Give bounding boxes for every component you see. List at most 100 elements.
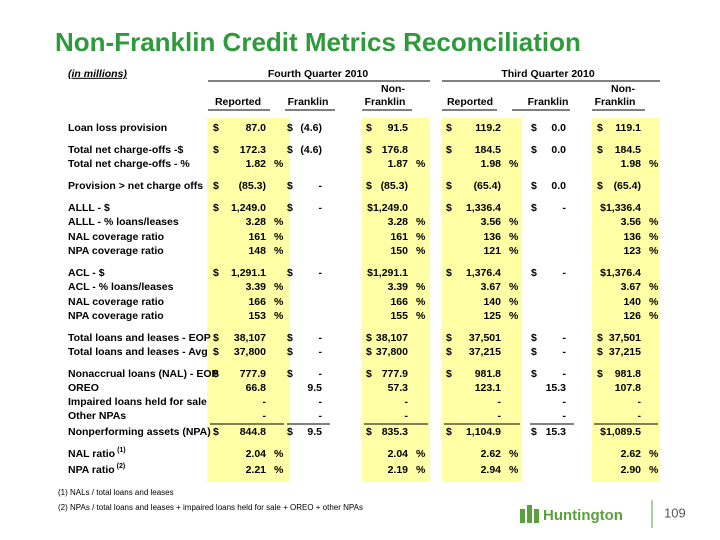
- cell: $: [366, 180, 372, 192]
- cell: 37,215: [469, 346, 501, 358]
- cell: 37,501: [609, 332, 641, 344]
- cell: %: [416, 448, 426, 460]
- cell: $: [287, 332, 293, 344]
- cell: $: [531, 144, 537, 156]
- cell: %: [649, 158, 659, 170]
- row-label: ACL - $: [68, 267, 105, 279]
- cell: $: [531, 180, 537, 192]
- cell: 91.5: [388, 122, 409, 134]
- cell: 15.3: [546, 426, 567, 438]
- row-label: ACL - % loans/leases: [68, 281, 174, 293]
- cell: 1,249.0: [231, 202, 266, 214]
- cell: $: [366, 346, 372, 358]
- cell: $: [446, 202, 452, 214]
- footnote: (2) NPAs / total loans and leases + impa…: [58, 503, 363, 512]
- cell: 125: [483, 310, 501, 322]
- cell: %: [509, 245, 519, 257]
- cell: 166: [248, 296, 266, 308]
- cell: 126: [623, 310, 641, 322]
- cell: %: [649, 216, 659, 228]
- cell: 1,376.4: [466, 267, 501, 279]
- cell: $: [531, 346, 537, 358]
- column-header: Franklin: [365, 96, 406, 108]
- slide-title: Non-Franklin Credit Metrics Reconciliati…: [55, 27, 581, 57]
- cell: 155: [390, 310, 408, 322]
- cell: %: [649, 448, 659, 460]
- cell: %: [274, 448, 284, 460]
- cell: $: [446, 368, 452, 380]
- cell: $: [366, 368, 372, 380]
- cell: 161: [390, 231, 408, 243]
- cell: $: [366, 144, 372, 156]
- row-label: Nonaccrual loans (NAL) - EOP: [68, 368, 219, 380]
- cell: %: [274, 296, 284, 308]
- cell: %: [416, 245, 426, 257]
- row-label: NPA coverage ratio: [68, 310, 164, 322]
- units-note: (in millions): [68, 68, 127, 80]
- cell: 119.1: [615, 122, 641, 134]
- cell: $: [446, 346, 452, 358]
- cell: %: [509, 296, 519, 308]
- cell: %: [649, 310, 659, 322]
- cell: -: [319, 180, 323, 192]
- cell: $1,336.4: [600, 202, 641, 214]
- cell: (4.6): [300, 122, 322, 134]
- cell: $: [213, 267, 219, 279]
- cell: 1,336.4: [466, 202, 501, 214]
- cell: %: [509, 464, 519, 476]
- cell: $1,376.4: [600, 267, 641, 279]
- cell: %: [416, 158, 426, 170]
- cell: %: [274, 281, 284, 293]
- cell: 835.3: [382, 426, 408, 438]
- cell: 0.0: [551, 180, 566, 192]
- footnote-ref: (1): [117, 447, 126, 454]
- row-label: Other NPAs: [68, 410, 126, 422]
- cell: $: [446, 332, 452, 344]
- row-label: NPA coverage ratio: [68, 245, 164, 257]
- cell: 136: [623, 231, 641, 243]
- cell: %: [649, 281, 659, 293]
- cell: %: [416, 281, 426, 293]
- cell: 9.5: [307, 382, 322, 394]
- cell: 3.67: [481, 281, 502, 293]
- cell: $: [287, 426, 293, 438]
- cell: $: [213, 144, 219, 156]
- cell: -: [563, 410, 567, 422]
- group-header: Third Quarter 2010: [501, 68, 595, 80]
- cell: $: [446, 180, 452, 192]
- cell: 38,107: [376, 332, 408, 344]
- column-header: Franklin: [595, 96, 636, 108]
- cell: %: [274, 310, 284, 322]
- cell: 3.28: [388, 216, 409, 228]
- cell: $: [213, 346, 219, 358]
- cell: %: [509, 158, 519, 170]
- cell: 123: [623, 245, 641, 257]
- cell: 777.9: [240, 368, 266, 380]
- cell: -: [405, 410, 409, 422]
- cell: %: [649, 464, 659, 476]
- cell: 37,800: [234, 346, 266, 358]
- cell: 981.8: [475, 368, 501, 380]
- cell: $: [597, 122, 603, 134]
- cell: -: [563, 332, 567, 344]
- cell: 37,800: [376, 346, 408, 358]
- cell: -: [263, 396, 267, 408]
- cell: 107.8: [615, 382, 641, 394]
- cell: 9.5: [307, 426, 322, 438]
- cell: $: [213, 202, 219, 214]
- cell: 2.90: [621, 464, 642, 476]
- cell: %: [274, 464, 284, 476]
- cell: $: [287, 346, 293, 358]
- cell: 38,107: [234, 332, 266, 344]
- cell: -: [319, 368, 323, 380]
- cell: -: [319, 202, 323, 214]
- cell: 140: [623, 296, 641, 308]
- cell: $: [597, 368, 603, 380]
- cell: -: [563, 368, 567, 380]
- cell: $: [287, 122, 293, 134]
- cell: 66.8: [246, 382, 267, 394]
- cell: (65.4): [614, 180, 641, 192]
- cell: $: [446, 144, 452, 156]
- cell: 121: [483, 245, 501, 257]
- cell: 0.0: [551, 122, 566, 134]
